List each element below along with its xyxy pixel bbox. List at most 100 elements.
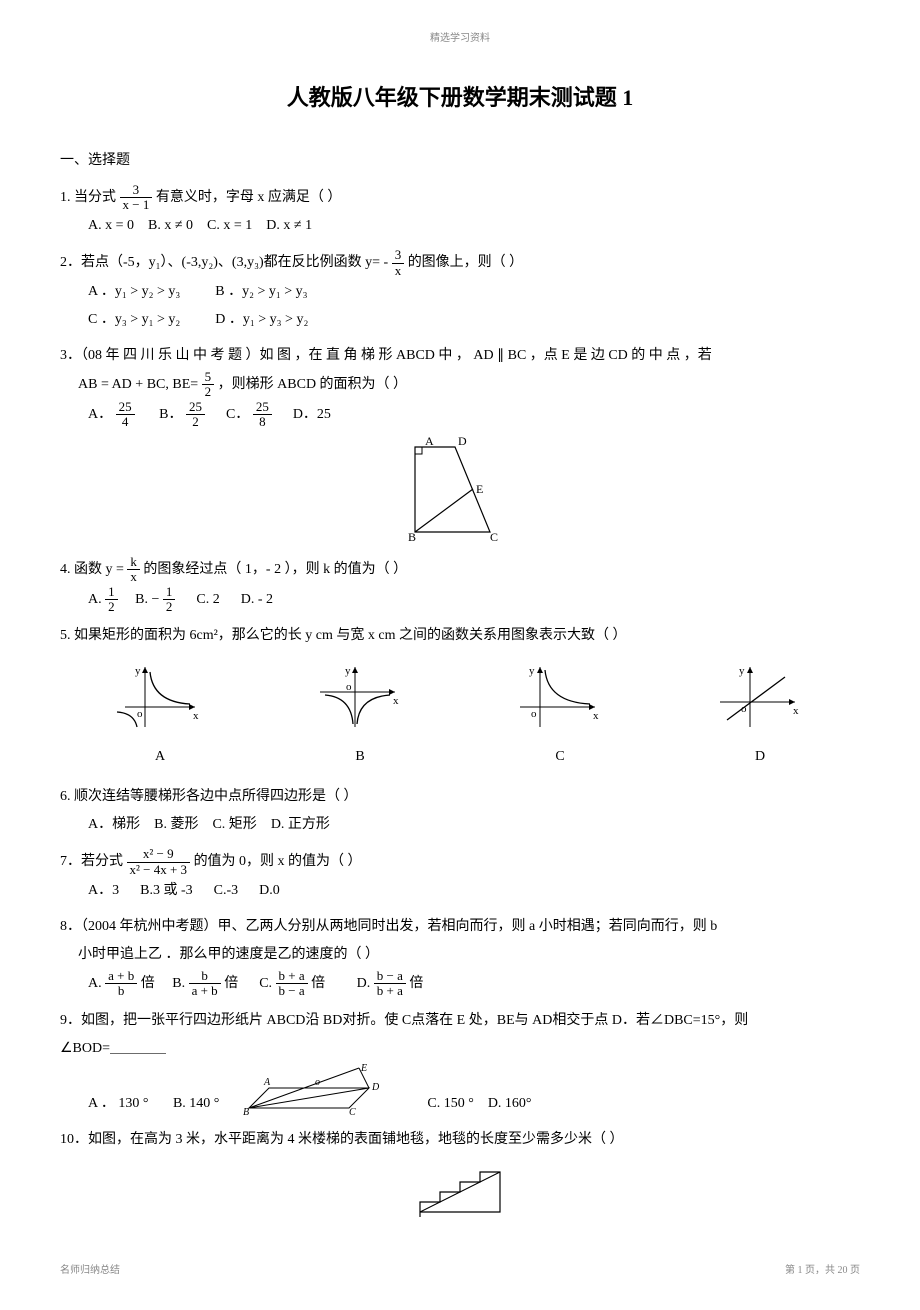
footer-right: 第 1 页，共 20 页 xyxy=(785,1262,860,1280)
q2-a: 2．若点（-5，y₁）、(-3,y₂)、(3,y₃)都在反比例函数 y= - xyxy=(60,255,388,270)
q3-fracB: 25 2 xyxy=(186,400,205,430)
q9-optD: D. 160° xyxy=(488,1096,532,1111)
q9-line2: ∠BOD=＿＿＿＿ xyxy=(60,1035,860,1063)
svg-text:A: A xyxy=(263,1077,271,1088)
q3-optB-pre: B． xyxy=(159,407,182,422)
q8-optA-post: 倍 xyxy=(141,976,155,991)
q8-optA-pre: A. xyxy=(88,976,105,991)
q7-a: 7．若分式 xyxy=(60,854,127,869)
q8-line2: 小时甲追上乙 ．那么甲的速度是乙的速度的（ ） xyxy=(78,941,860,969)
q9-parallelogram-diagram: A B C D E o xyxy=(229,1063,389,1118)
section-heading: 一、选择题 xyxy=(60,148,860,173)
svg-text:y: y xyxy=(529,665,535,677)
svg-text:o: o xyxy=(531,708,537,720)
svg-text:C: C xyxy=(490,530,498,544)
svg-text:x: x xyxy=(793,705,799,717)
q2-optA: A ．y₁ > y₂ > y₃ xyxy=(88,284,180,299)
q9-optB: B. 140 ° xyxy=(173,1096,219,1111)
svg-text:A: A xyxy=(425,437,434,448)
q2-b: 的图像上，则（ ） xyxy=(408,255,524,270)
q1-optC: C. x = 1 xyxy=(207,218,252,233)
q7-optB: B.3 或 -3 xyxy=(140,883,193,898)
q5-graph-B: o x y B xyxy=(315,662,405,771)
svg-text:o: o xyxy=(137,708,143,720)
q1-pre: 1. 当分式 xyxy=(60,190,120,205)
svg-text:o: o xyxy=(346,681,352,693)
question-5: 5. 如果矩形的面积为 6cm²，那么它的长 y cm 与宽 x cm 之间的函… xyxy=(60,622,860,771)
svg-text:y: y xyxy=(345,665,351,677)
question-1: 1. 当分式 3 x − 1 有意义时，字母 x 应满足（ ） A. x = 0… xyxy=(60,183,860,241)
header-small: 精选学习资料 xyxy=(60,30,860,48)
q5-graph-A: o x y A xyxy=(115,662,205,771)
q4-fracA: 1 2 xyxy=(105,585,118,615)
q9-line1: 9．如图，把一张平行四边形纸片 ABCD沿 BD对折。使 C点落在 E 处，BE… xyxy=(60,1007,860,1035)
question-9: 9．如图，把一张平行四边形纸片 ABCD沿 BD对折。使 C点落在 E 处，BE… xyxy=(60,1007,860,1118)
svg-text:B: B xyxy=(408,530,416,544)
q7-optC: C.-3 xyxy=(214,883,239,898)
q4-optD: D. - 2 xyxy=(241,592,273,607)
svg-text:B: B xyxy=(243,1107,249,1118)
svg-text:E: E xyxy=(476,482,483,496)
q5-graph-C: o x y C xyxy=(515,662,605,771)
q5-label-D: D xyxy=(715,743,805,771)
q3-optD: D．25 xyxy=(293,407,331,422)
q8-optB-post: 倍 xyxy=(224,976,238,991)
q9-optC: C. 150 ° xyxy=(427,1096,473,1111)
q4-optB-pre: B. − xyxy=(135,592,159,607)
q3-line2b: ，则梯形 ABCD 的面积为（ ） xyxy=(218,377,407,392)
q1-frac: 3 x − 1 xyxy=(120,183,153,213)
svg-text:o: o xyxy=(741,703,747,715)
q8-line1: 8．（2004 年杭州中考题）甲、乙两人分别从两地同时出发，若相向而行，则 a … xyxy=(60,913,860,941)
q3-optA-pre: A． xyxy=(88,407,112,422)
q6-optC: C. 矩形 xyxy=(212,817,256,832)
q4-optA-pre: A. xyxy=(88,592,105,607)
question-6: 6. 顺次连结等腰梯形各边中点所得四边形是（ ） A．梯形 B. 菱形 C. 矩… xyxy=(60,783,860,839)
q2-optC: C ．y₃ > y₁ > y₂ xyxy=(88,312,180,327)
q10-stairs-diagram xyxy=(410,1162,510,1222)
q2-frac: 3 x xyxy=(392,248,405,278)
q4-optC: C. 2 xyxy=(196,592,219,607)
q9-optA: A ． 130 ° xyxy=(88,1096,148,1111)
q8-optC-pre: C. xyxy=(259,976,275,991)
q8-optB-pre: B. xyxy=(172,976,188,991)
svg-text:y: y xyxy=(135,665,141,677)
q1-optB: B. x ≠ 0 xyxy=(148,218,193,233)
q2-optD: D ．y₁ > y₃ > y₂ xyxy=(215,312,308,327)
q3-fracC: 25 8 xyxy=(253,400,272,430)
q6-optA: A．梯形 xyxy=(88,817,140,832)
q10-text: 10．如图，在高为 3 米，水平距离为 4 米楼梯的表面铺地毯，地毯的长度至少需… xyxy=(60,1126,860,1154)
question-10: 10．如图，在高为 3 米，水平距离为 4 米楼梯的表面铺地毯，地毯的长度至少需… xyxy=(60,1126,860,1222)
svg-text:C: C xyxy=(349,1107,356,1118)
question-7: 7．若分式 x² − 9 x² − 4x + 3 的值为 0，则 x 的值为（ … xyxy=(60,847,860,905)
page-title: 人教版八年级下册数学期末测试题 1 xyxy=(60,78,860,118)
q3-line2a: AB = AD + BC, BE= xyxy=(78,377,198,392)
q4-fracB: 1 2 xyxy=(163,585,176,615)
footer-left: 名师归纳总结 xyxy=(60,1262,120,1280)
q5-text: 5. 如果矩形的面积为 6cm²，那么它的长 y cm 与宽 x cm 之间的函… xyxy=(60,622,860,650)
q1-optA: A. x = 0 xyxy=(88,218,134,233)
q4-frac: k x xyxy=(127,555,140,585)
q7-b: 的值为 0，则 x 的值为（ ） xyxy=(194,854,362,869)
q5-label-A: A xyxy=(115,743,205,771)
question-3: 3．（08 年 四 川 乐 山 中 考 题 ）如 图 ，在 直 角 梯 形 AB… xyxy=(60,342,860,547)
svg-text:x: x xyxy=(593,710,599,722)
svg-text:D: D xyxy=(458,437,467,448)
q7-frac: x² − 9 x² − 4x + 3 xyxy=(127,847,191,877)
svg-text:x: x xyxy=(393,695,399,707)
q7-optD: D.0 xyxy=(259,883,280,898)
q8-optD-post: 倍 xyxy=(409,976,423,991)
q3-fracA: 25 4 xyxy=(116,400,135,430)
svg-text:y: y xyxy=(739,665,745,677)
q4-a: 4. 函数 y = xyxy=(60,562,127,577)
svg-text:E: E xyxy=(360,1063,367,1074)
question-2: 2．若点（-5，y₁）、(-3,y₂)、(3,y₃)都在反比例函数 y= - 3… xyxy=(60,248,860,334)
q3-trapezoid-diagram: A D E B C xyxy=(390,437,530,547)
q8-optC-post: 倍 xyxy=(311,976,325,991)
q4-b: 的图象经过点（ 1，- 2 ），则 k 的值为（ ） xyxy=(143,562,407,577)
question-8: 8．（2004 年杭州中考题）甲、乙两人分别从两地同时出发，若相向而行，则 a … xyxy=(60,913,860,999)
page-footer: 名师归纳总结 第 1 页，共 20 页 xyxy=(60,1262,860,1280)
q3-frac: 5 2 xyxy=(202,370,215,400)
q3-line1: 3．（08 年 四 川 乐 山 中 考 题 ）如 图 ，在 直 角 梯 形 AB… xyxy=(60,342,860,370)
question-4: 4. 函数 y = k x 的图象经过点（ 1，- 2 ），则 k 的值为（ ）… xyxy=(60,555,860,614)
q2-optB: B ．y₂ > y₁ > y₃ xyxy=(215,284,307,299)
